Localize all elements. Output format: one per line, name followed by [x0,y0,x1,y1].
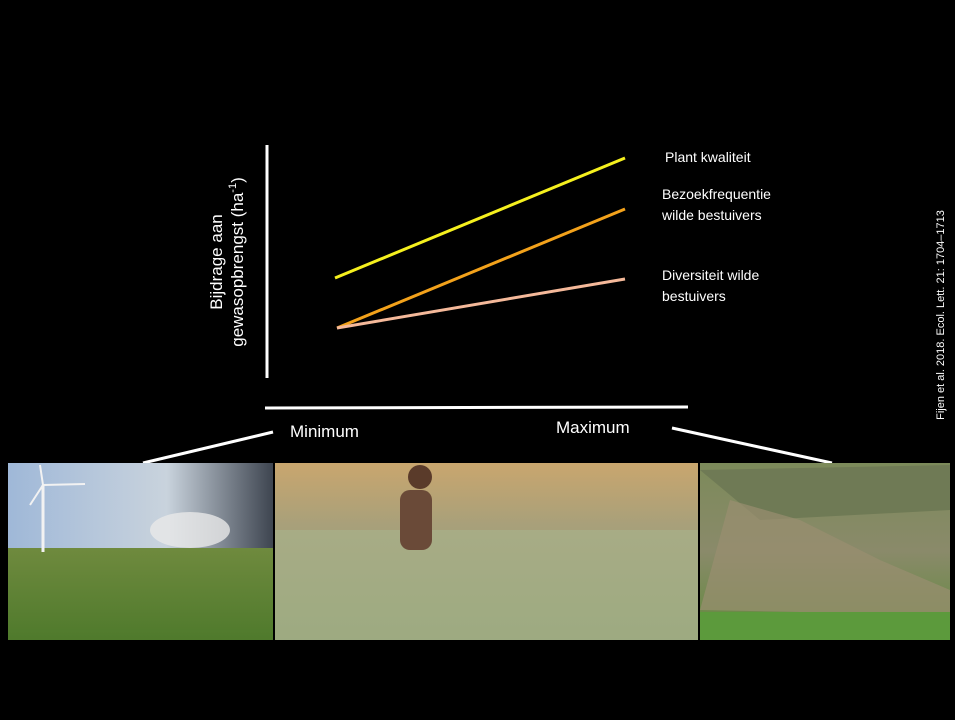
x-label-min: Minimum [290,422,359,441]
trend-line [336,277,626,330]
trend-line [336,207,626,330]
y-label-end: ) [228,177,247,183]
x-axis [264,405,689,410]
trend-line [334,156,626,280]
photo-hillside [700,463,950,640]
y-axis-label: Bijdrage aan gewasopbrengst (ha-1) [207,177,247,347]
y-label-line2: gewasopbrengst (ha-1) [227,177,247,347]
series-label: wilde bestuivers [661,207,762,223]
connector [671,426,833,465]
citation: Fijen et al. 2018. Ecol. Lett. 21: 1704–… [935,210,947,420]
x-label-max: Maximum [556,418,630,437]
y-label-superscript: -1 [227,183,239,193]
series-label: Diversiteit wilde [662,267,759,283]
y-label-line1: Bijdrage aan [207,214,226,309]
series-label: bestuivers [662,288,726,304]
photo-poppy-field [275,463,698,640]
y-label-text: gewasopbrengst (ha [228,192,247,347]
connector [142,430,274,465]
series-label: Bezoekfrequentie [662,186,771,202]
series-label: Plant kwaliteit [665,149,751,165]
photo-wind-farm [8,463,273,640]
